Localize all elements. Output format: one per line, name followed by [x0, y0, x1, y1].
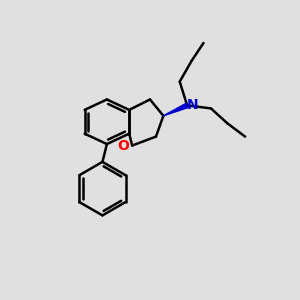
- Text: O: O: [117, 139, 129, 152]
- Polygon shape: [164, 103, 188, 116]
- Text: N: N: [187, 98, 198, 112]
